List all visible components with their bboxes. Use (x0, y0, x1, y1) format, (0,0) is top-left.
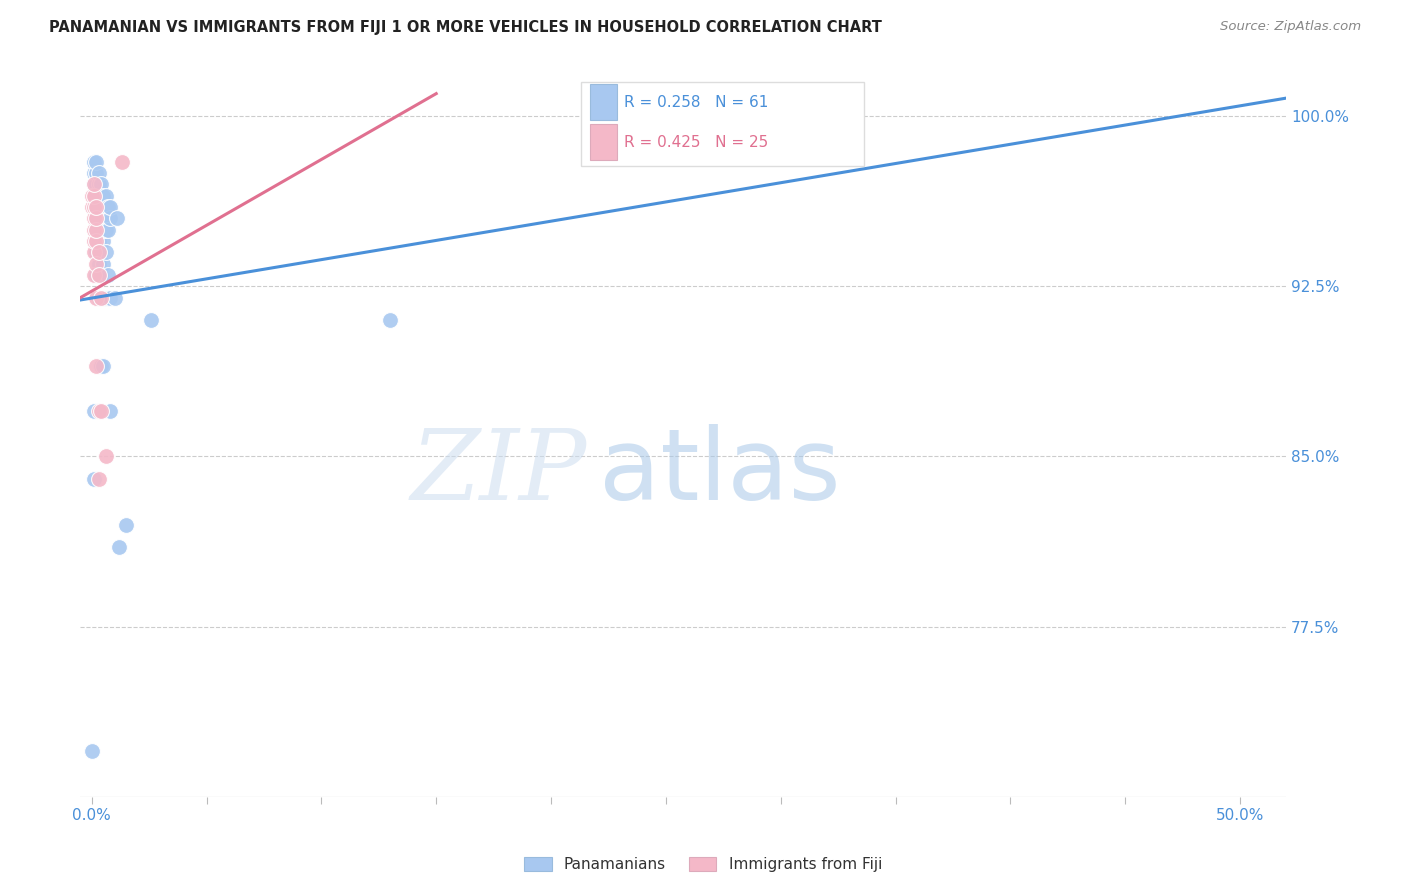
Point (90, 188, 112, 202)
Point (86, 154, 108, 169)
Point (91, 188, 114, 202)
Point (98, 291, 121, 305)
Point (87, 245, 110, 260)
Point (91, 211, 114, 226)
Point (90, 291, 112, 305)
Point (91, 257, 114, 271)
Text: atlas: atlas (599, 424, 841, 521)
Point (86, 291, 108, 305)
Point (97, 223, 120, 237)
Point (108, 540, 131, 554)
Legend: Panamanians, Immigrants from Fiji: Panamanians, Immigrants from Fiji (516, 849, 890, 880)
Point (87, 472, 110, 486)
Point (94, 188, 117, 202)
Point (86, 234, 108, 248)
Point (83, 404, 105, 418)
Point (80, 188, 103, 202)
Point (87, 245, 110, 260)
Point (86, 223, 108, 237)
Text: R = 0.258   N = 61: R = 0.258 N = 61 (624, 95, 769, 110)
Point (86, 211, 108, 226)
Point (87, 188, 110, 202)
Point (86, 166, 108, 180)
Point (90, 359, 112, 373)
Point (83, 234, 105, 248)
Point (90, 404, 112, 418)
Text: R = 0.425   N = 25: R = 0.425 N = 25 (624, 135, 768, 150)
Point (98, 404, 121, 418)
Point (83, 178, 105, 192)
Point (94, 245, 117, 260)
Point (98, 211, 121, 226)
Point (87, 211, 110, 226)
Point (87, 178, 110, 192)
Point (83, 472, 105, 486)
Point (83, 211, 105, 226)
Y-axis label: 1 or more Vehicles in Household: 1 or more Vehicles in Household (0, 317, 7, 540)
Point (380, 313, 402, 327)
Point (86, 257, 108, 271)
Point (87, 234, 110, 248)
Point (87, 200, 110, 214)
Bar (591, 124, 617, 160)
Point (90, 200, 112, 214)
Point (655, 109, 678, 123)
Point (83, 154, 105, 169)
Point (86, 211, 108, 226)
Point (98, 200, 121, 214)
Point (83, 178, 105, 192)
Bar (581, 82, 863, 167)
Point (87, 291, 110, 305)
Point (87, 257, 110, 271)
Text: ZIP: ZIP (411, 425, 586, 520)
Point (86, 245, 108, 260)
Point (105, 211, 128, 226)
Point (83, 245, 105, 260)
Point (90, 268, 112, 282)
Point (80, 744, 103, 758)
Point (97, 268, 120, 282)
Point (90, 178, 112, 192)
Point (86, 359, 108, 373)
Point (86, 200, 108, 214)
Point (94, 450, 117, 464)
Point (86, 268, 108, 282)
Point (90, 223, 112, 237)
Point (91, 359, 114, 373)
Point (86, 188, 108, 202)
Bar (591, 85, 617, 120)
Point (94, 291, 117, 305)
Point (87, 166, 110, 180)
Point (83, 166, 105, 180)
Point (97, 200, 120, 214)
Point (83, 200, 105, 214)
Point (87, 268, 110, 282)
Point (83, 268, 105, 282)
Point (86, 223, 108, 237)
Point (83, 188, 105, 202)
Point (104, 291, 127, 305)
Point (90, 211, 112, 226)
Point (90, 245, 112, 260)
Point (91, 200, 114, 214)
Point (115, 517, 138, 532)
Point (86, 178, 108, 192)
Point (83, 188, 105, 202)
Point (91, 234, 114, 248)
Point (94, 223, 117, 237)
Point (83, 200, 105, 214)
Point (87, 223, 110, 237)
Point (87, 404, 110, 418)
Point (91, 223, 114, 237)
Point (86, 200, 108, 214)
Point (94, 200, 117, 214)
Point (141, 313, 163, 327)
Text: Source: ZipAtlas.com: Source: ZipAtlas.com (1220, 20, 1361, 33)
Text: PANAMANIAN VS IMMIGRANTS FROM FIJI 1 OR MORE VEHICLES IN HOUSEHOLD CORRELATION C: PANAMANIAN VS IMMIGRANTS FROM FIJI 1 OR … (49, 20, 882, 35)
Point (83, 223, 105, 237)
Point (110, 154, 132, 169)
Point (80, 200, 103, 214)
